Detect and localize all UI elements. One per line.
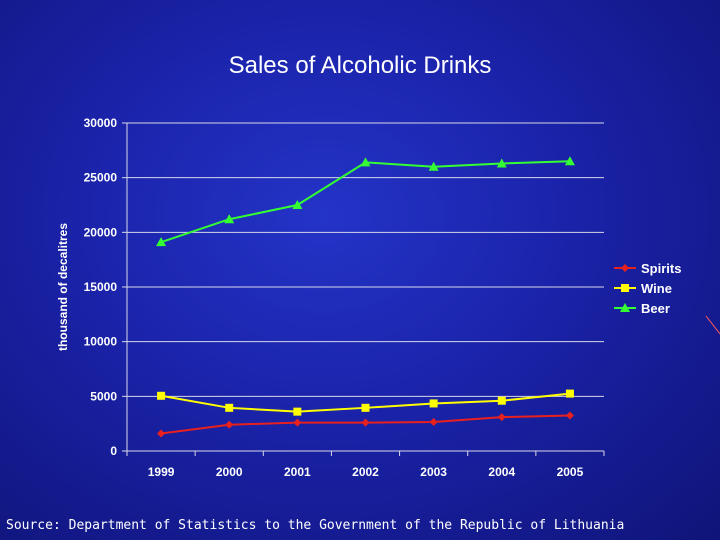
beer-point <box>564 156 575 166</box>
legend-marker-spirits <box>621 264 629 272</box>
legend-item-wine: Wine <box>614 281 672 296</box>
x-tick-labels: 1999 2000 2001 2002 2003 2004 2005 <box>148 465 584 479</box>
x-tick-label: 2001 <box>284 465 311 479</box>
legend-marker-beer <box>620 303 630 312</box>
x-tick-label: 2000 <box>216 465 243 479</box>
x-tick-label: 1999 <box>148 465 175 479</box>
legend: Spirits Wine Beer <box>614 261 681 316</box>
wine-point <box>157 391 166 400</box>
beer-point <box>360 157 371 167</box>
source-note: Source: Department of Statistics to the … <box>6 518 625 533</box>
beer-point <box>156 237 167 247</box>
legend-label-spirits: Spirits <box>641 261 681 276</box>
spirits-point <box>157 429 166 438</box>
series-wine <box>157 389 574 416</box>
y-tick-label: 5000 <box>90 389 117 403</box>
legend-item-spirits: Spirits <box>614 261 681 276</box>
spirits-point <box>361 418 370 427</box>
beer-line <box>160 160 570 244</box>
y-tick-label: 0 <box>110 444 117 458</box>
wine-point <box>565 389 574 398</box>
legend-marker-wine <box>621 284 629 292</box>
legend-label-wine: Wine <box>641 281 672 296</box>
chart-title: Sales of Alcoholic Drinks <box>228 52 492 79</box>
beer-point <box>292 200 303 209</box>
series-layer <box>156 156 575 438</box>
y-tick-label: 15000 <box>84 280 118 294</box>
y-tick-labels: 0 5000 10000 15000 20000 25000 30000 <box>84 116 118 458</box>
legend-label-beer: Beer <box>641 301 670 316</box>
series-spirits <box>157 411 574 438</box>
wine-point <box>361 403 370 412</box>
spirits-point <box>497 413 506 422</box>
y-tick-label: 20000 <box>84 225 118 239</box>
beer-point <box>428 161 439 171</box>
wine-point <box>225 403 234 412</box>
x-tick-label: 2005 <box>557 465 584 479</box>
y-tick-label: 25000 <box>84 171 118 185</box>
spirits-point <box>293 418 302 427</box>
wine-point <box>293 407 302 416</box>
legend-item-beer: Beer <box>614 301 670 316</box>
spirits-point <box>429 418 438 427</box>
y-axis-label: thousand of decalitres <box>56 223 70 351</box>
y-tick-label: 30000 <box>84 116 118 130</box>
y-tick-label: 10000 <box>84 335 118 349</box>
spirits-point <box>565 411 574 420</box>
x-tick-label: 2002 <box>352 465 379 479</box>
axes <box>126 123 605 456</box>
beer-point <box>224 214 235 224</box>
beer-point <box>496 158 507 168</box>
x-tick-label: 2004 <box>488 465 515 479</box>
decorative-line <box>705 315 720 335</box>
gridlines <box>122 122 604 452</box>
x-tick-label: 2003 <box>420 465 447 479</box>
wine-point <box>497 396 506 405</box>
spirits-point <box>225 420 234 429</box>
series-beer <box>156 156 575 247</box>
wine-point <box>429 399 438 408</box>
